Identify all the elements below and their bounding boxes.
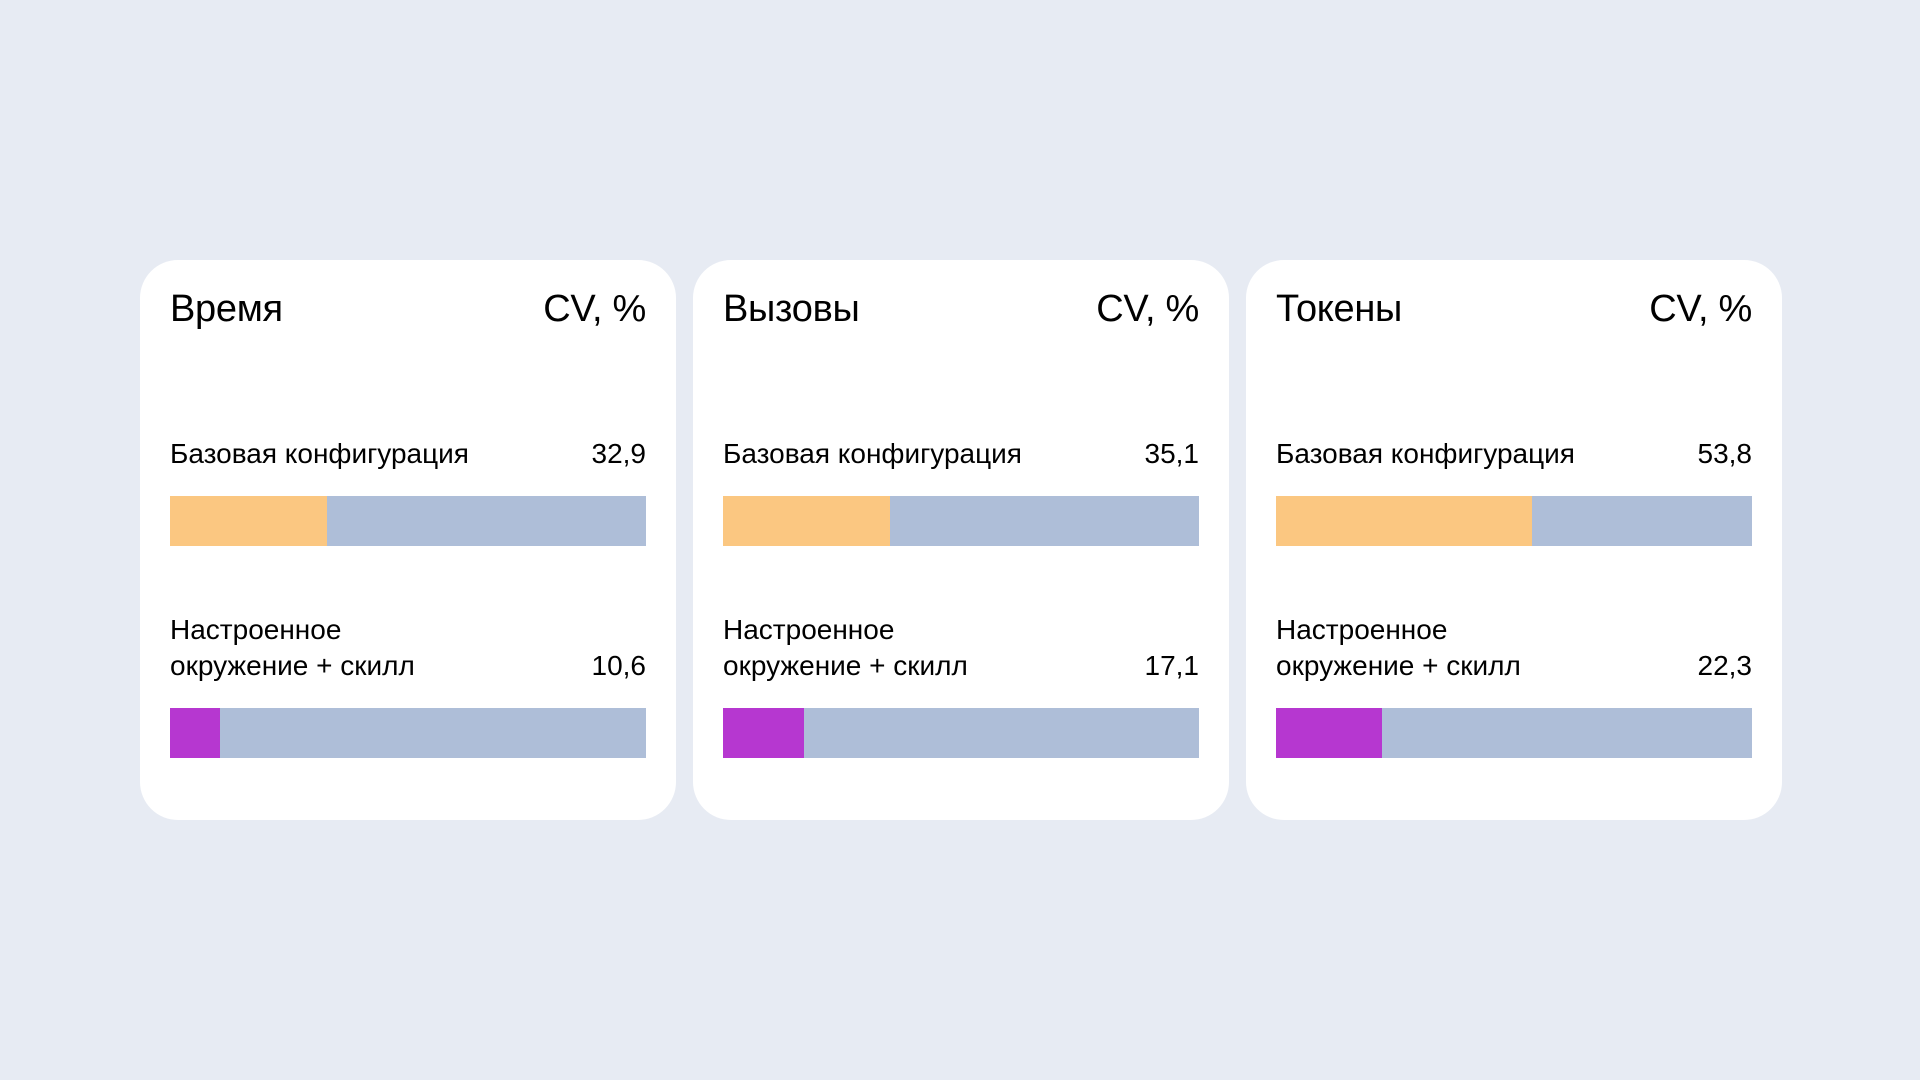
bar-fill-base <box>723 496 891 546</box>
card-title: Время <box>170 288 283 330</box>
card-unit: CV, % <box>1096 288 1199 330</box>
bar-fill-tuned <box>1276 708 1383 758</box>
card-title: Токены <box>1276 288 1403 330</box>
metric-value: 10,6 <box>591 650 647 681</box>
bar-track <box>723 708 1199 758</box>
bar-fill-tuned <box>723 708 805 758</box>
card-unit: CV, % <box>543 288 646 330</box>
bar-track <box>170 708 646 758</box>
metric-label: Базовая конфигурация <box>170 438 469 469</box>
bar-track <box>1276 708 1752 758</box>
metric-value: 22,3 <box>1697 650 1753 681</box>
bar-track <box>1276 496 1752 546</box>
card-tokens: Токены CV, % Базовая конфигурация 53,8 Н… <box>1246 260 1782 820</box>
bar-track <box>723 496 1199 546</box>
metric-label: Настроенное окружение + скилл <box>1276 614 1521 681</box>
cards-row: Время CV, % Базовая конфигурация 32,9 На… <box>140 260 1782 820</box>
metric-value: 32,9 <box>591 438 647 469</box>
card-header: Токены CV, % <box>1276 290 1752 328</box>
metric-value: 35,1 <box>1144 438 1200 469</box>
metric-value: 17,1 <box>1144 650 1200 681</box>
bar-fill-base <box>1276 496 1533 546</box>
metric-base: Базовая конфигурация 35,1 <box>723 398 1199 546</box>
bar-fill-base <box>170 496 327 546</box>
card-calls: Вызовы CV, % Базовая конфигурация 35,1 Н… <box>693 260 1229 820</box>
metric-tuned: Настроенное окружение + скилл 17,1 <box>723 610 1199 758</box>
metric-label: Настроенное окружение + скилл <box>170 614 415 681</box>
bar-track <box>170 496 646 546</box>
card-unit: CV, % <box>1649 288 1752 330</box>
metric-label: Базовая конфигурация <box>723 438 1022 469</box>
metric-tuned: Настроенное окружение + скилл 22,3 <box>1276 610 1752 758</box>
bar-fill-tuned <box>170 708 221 758</box>
card-header: Время CV, % <box>170 290 646 328</box>
metric-base: Базовая конфигурация 53,8 <box>1276 398 1752 546</box>
metric-label: Настроенное окружение + скилл <box>723 614 968 681</box>
metric-label: Базовая конфигурация <box>1276 438 1575 469</box>
metric-tuned: Настроенное окружение + скилл 10,6 <box>170 610 646 758</box>
card-time: Время CV, % Базовая конфигурация 32,9 На… <box>140 260 676 820</box>
metric-value: 53,8 <box>1697 438 1753 469</box>
card-title: Вызовы <box>723 288 860 330</box>
card-header: Вызовы CV, % <box>723 290 1199 328</box>
metric-base: Базовая конфигурация 32,9 <box>170 398 646 546</box>
